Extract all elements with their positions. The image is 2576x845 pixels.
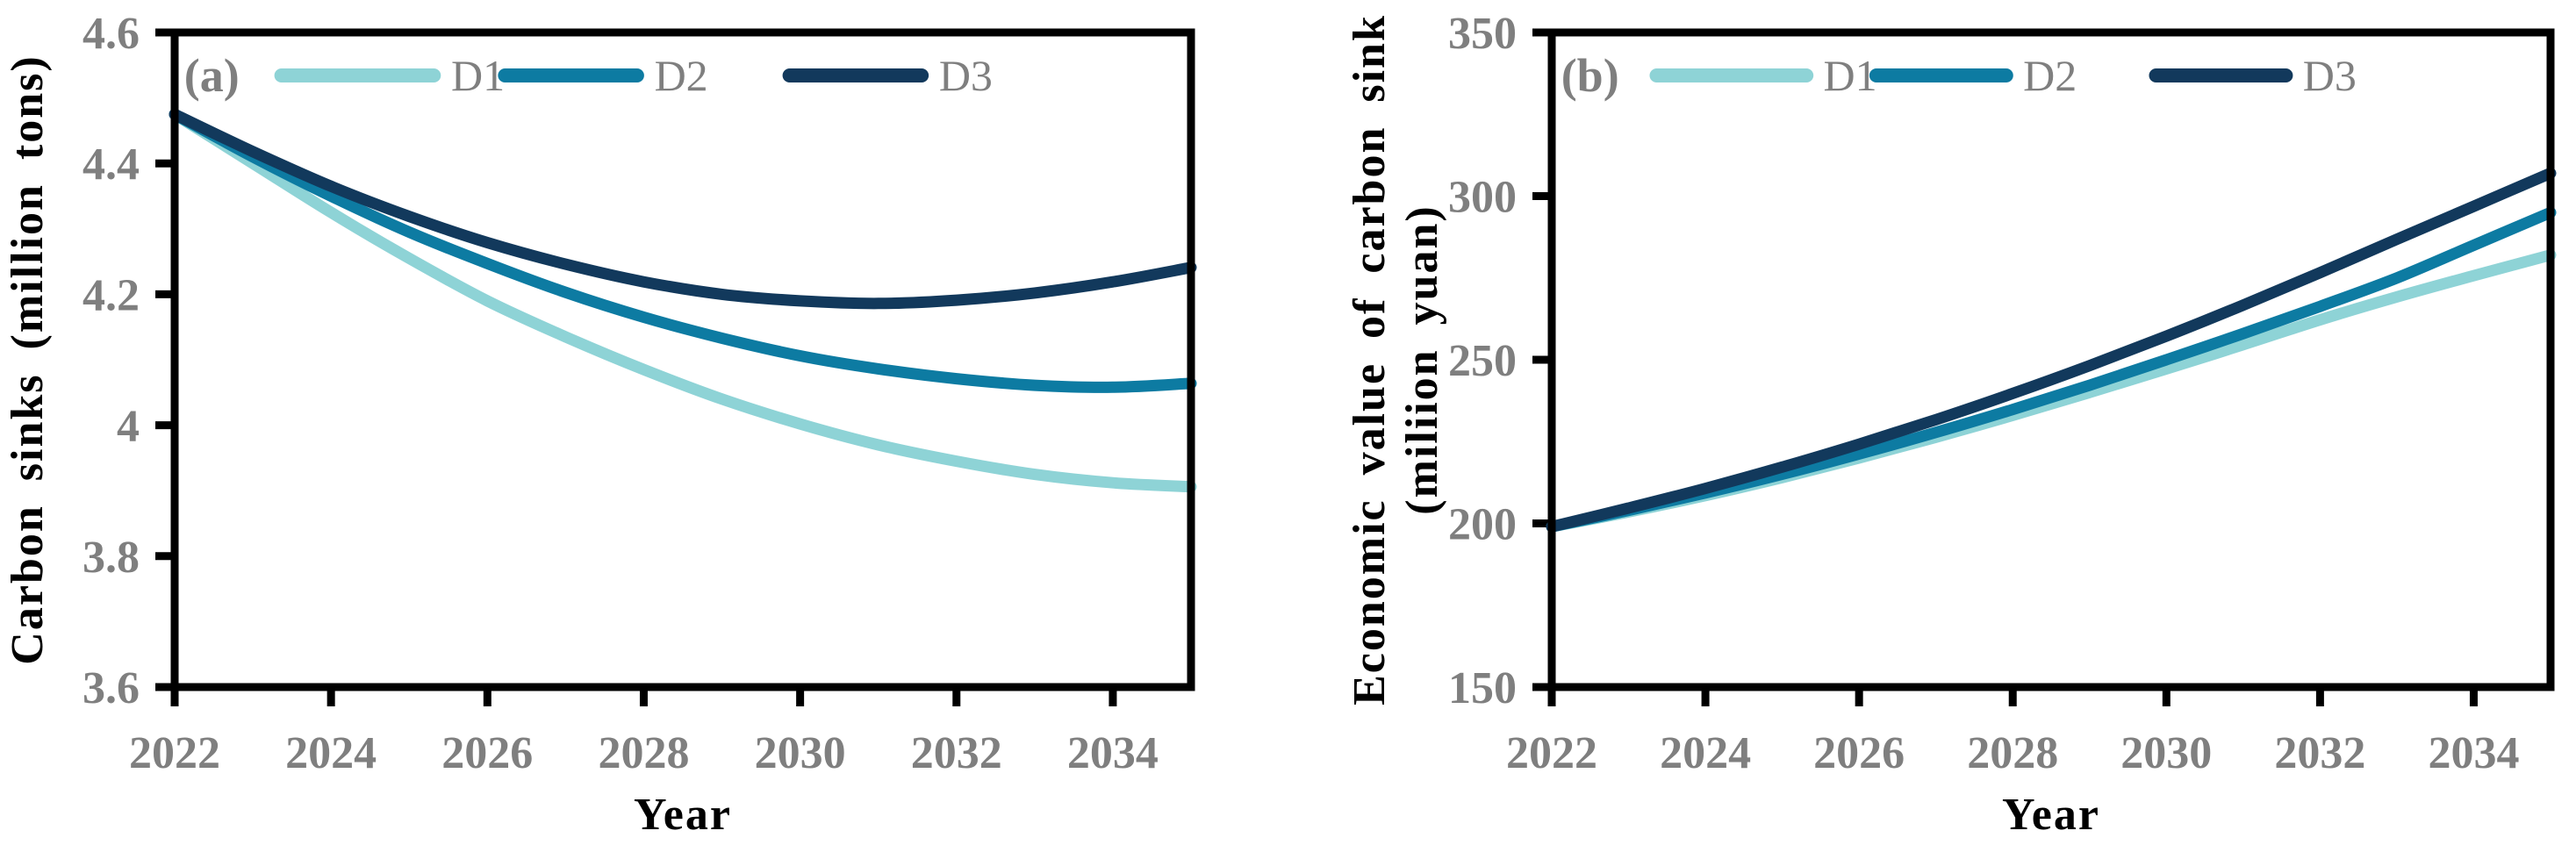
x-tick-label: 2030 [755,728,846,778]
y-tick-label: 200 [1448,500,1517,550]
y-tick-label: 4.4 [83,140,140,190]
x-tick-label: 2028 [598,728,689,778]
x-tick-label: 2022 [1506,728,1597,778]
y-tick-label: 250 [1448,336,1517,386]
panel-label: (b) [1561,49,1619,102]
y-tick-label: 3.8 [83,533,140,583]
y-axis-title-line2: (miliion yuan) [1397,204,1447,515]
x-axis-title: Year [634,790,732,840]
y-tick-label: 4.6 [83,9,140,59]
x-tick-label: 2034 [2428,728,2519,778]
y-tick-label: 4 [117,402,140,452]
legend-label-D3: D3 [939,51,993,100]
series-line-D1 [169,108,1197,493]
legend-label-D2: D2 [2023,51,2077,100]
x-axis-title: Year [2002,790,2100,840]
chart-b: 2022 2024 2026 2028 2030 2032 2034 350 300 250 200… [1345,9,2557,840]
x-tick-label: 2026 [441,728,533,778]
x-tick-label: 2028 [1967,728,2058,778]
legend-label-D1: D1 [451,51,505,100]
x-tick-label: 2024 [285,728,377,778]
x-tick-label: 2026 [1813,728,1905,778]
x-tick-label: 2030 [2120,728,2212,778]
y-tick-label: 4.2 [83,270,140,320]
x-tick-label: 2022 [129,728,220,778]
y-tick-label: 150 [1448,663,1517,713]
chart-a: 2022 2024 2026 2028 2030 2032 2034 4.6 4.4 4.2 4 3.… [3,9,1197,840]
series-line-D2 [1546,206,2557,533]
x-tick-label: 2024 [1660,728,1751,778]
y-tick-label: 300 [1448,173,1517,223]
y-tick-label: 3.6 [83,663,140,713]
legend-label-D1: D1 [1824,51,1877,100]
plot-border [170,28,1195,691]
x-tick-label: 2032 [2274,728,2365,778]
plot-border [1547,28,2555,691]
y-tick-label: 350 [1448,9,1517,59]
series-line-D3 [1546,167,2557,533]
panel-label: (a) [184,49,240,102]
legend-label-D3: D3 [2303,51,2357,100]
y-axis-title-line1: Carbon sinks (million tons) [3,54,53,664]
legend-label-D2: D2 [655,51,708,100]
x-tick-label: 2032 [911,728,1002,778]
series-line-D3 [169,108,1197,310]
series-line-D2 [169,108,1197,393]
y-axis-title-line1: Economic value of carbon sink [1345,14,1395,705]
x-tick-label: 2034 [1067,728,1159,778]
